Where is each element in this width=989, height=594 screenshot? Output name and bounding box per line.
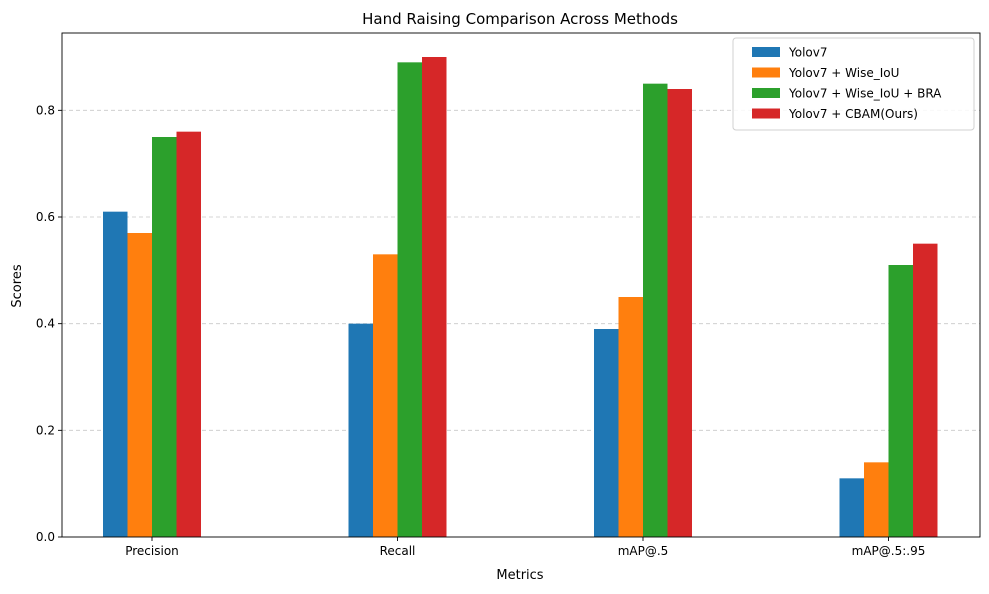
y-tick-label: 0.0 [36,530,55,544]
x-tick-label: Precision [125,544,179,558]
bar [397,62,422,537]
bar [594,329,619,537]
bar [103,211,128,537]
bar [864,462,889,537]
bar [127,233,152,537]
legend-label: Yolov7 + Wise_IoU [788,66,899,80]
bar [176,131,201,537]
bar [888,265,913,537]
bar [667,89,692,537]
chart-title: Hand Raising Comparison Across Methods [362,10,678,28]
bar [348,323,373,537]
bar [618,297,643,537]
y-axis-label: Scores [10,264,25,307]
legend-swatch [752,88,780,98]
y-tick-label: 0.8 [36,103,55,117]
legend-label: Yolov7 + CBAM(Ours) [788,107,918,121]
plot-frame [61,32,981,538]
axes: 0.0 0.2 0.4 0.6 0.8 Precision Recall mAP@.5 mAP@… [36,32,981,558]
legend-swatch [752,67,780,78]
legend-box [732,37,975,131]
x-axis-label: Metrics [496,568,543,583]
y-tick-label: 0.2 [36,423,55,437]
legend-label: Yolov7 [788,46,828,60]
bar [839,478,864,537]
bar [152,137,177,537]
bar [643,83,668,538]
x-tick-label: mAP@.5 [618,544,669,558]
y-tick-label: 0.6 [36,210,55,224]
legend-swatch [752,108,780,119]
legend-swatch [752,47,780,57]
bar [422,57,447,537]
bar [373,254,398,538]
x-tick-label: mAP@.5:.95 [852,544,926,558]
x-tick-label: Recall [380,544,416,558]
bars [103,57,938,538]
legend-label: Yolov7 + Wise_IoU + BRA [788,87,942,101]
bar [913,243,938,537]
y-tick-label: 0.4 [36,317,55,331]
legend: Yolov7 Yolov7 + Wise_IoU Yolov7 + Wise_IoU… [732,37,975,131]
